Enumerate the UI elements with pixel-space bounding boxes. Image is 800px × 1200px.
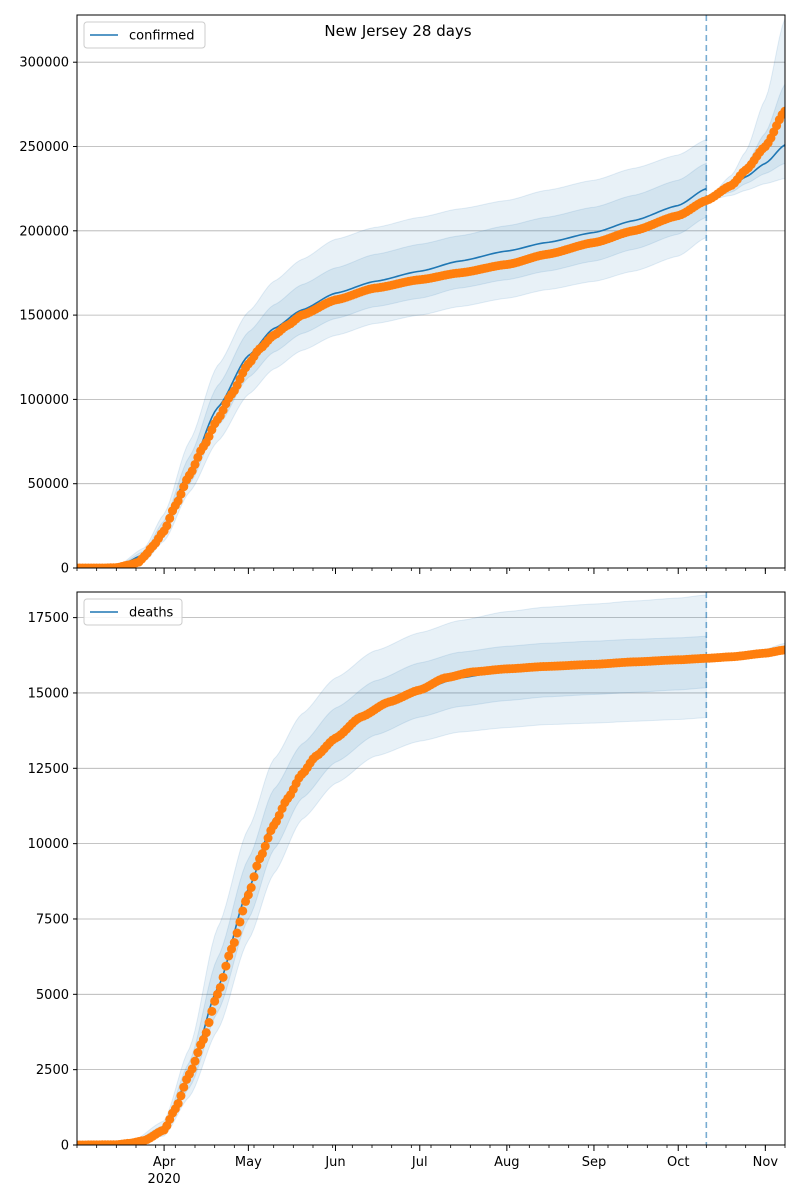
observed-point: [179, 1082, 189, 1092]
y-tick-label: 5000: [36, 988, 69, 1003]
observed-point: [252, 861, 262, 871]
observed-point: [179, 482, 189, 492]
observed-point: [162, 521, 172, 531]
observed-point: [198, 1035, 208, 1045]
observed-point: [204, 1018, 214, 1028]
observed-point: [218, 972, 228, 982]
x-tick-label: Jun: [324, 1155, 345, 1170]
observed-point: [173, 496, 183, 506]
observed-point: [263, 833, 273, 843]
legend: confirmed: [83, 21, 206, 49]
y-tick-label: 17500: [28, 611, 69, 626]
plot-area: [77, 592, 785, 1145]
observed-point: [274, 810, 284, 820]
confirmed-panel: 0 50000 100000 150000 200000 250000 300000 conf…: [19, 14, 786, 577]
x-tick-label: Sep: [582, 1155, 607, 1170]
observed-point: [215, 982, 225, 992]
x-tick-label: Nov: [753, 1155, 779, 1170]
observed-point: [232, 928, 242, 938]
legend-box: [83, 21, 206, 49]
y-tick-label: 12500: [28, 762, 69, 777]
observed-point: [212, 989, 222, 999]
y-tick-label: 10000: [28, 837, 69, 852]
observed-point: [229, 938, 239, 948]
y-tick-label: 150000: [19, 309, 69, 324]
y-tick-label: 200000: [19, 224, 69, 239]
deaths-panel: 0 2500 5000 7500 10000 12500 15000 17500 deaths: [28, 591, 786, 1154]
y-tick-label: 100000: [19, 393, 69, 408]
y-tick-label: 2500: [36, 1063, 69, 1078]
observed-point: [210, 996, 220, 1006]
y-tick-label: 15000: [28, 686, 69, 701]
x-tick-label: Jul: [411, 1155, 428, 1170]
observed-point: [190, 1056, 200, 1066]
y-tick-label: 0: [61, 1139, 69, 1154]
x-tick-year-label: 2020: [148, 1172, 181, 1187]
y-tick-label: 7500: [36, 912, 69, 927]
legend-label: deaths: [129, 606, 174, 621]
observed-point: [176, 489, 186, 499]
observed-point: [224, 951, 234, 961]
observed-point: [235, 917, 245, 927]
observed-point: [243, 890, 253, 900]
legend-box: [83, 598, 183, 626]
figure-title: New Jersey 28 days: [324, 22, 471, 40]
x-tick-label: Apr: [153, 1155, 176, 1170]
observed-point: [249, 872, 259, 882]
observed-point: [173, 1099, 183, 1109]
observed-point: [246, 883, 256, 893]
observed-point: [238, 906, 248, 916]
observed-point: [207, 1006, 217, 1016]
x-tick-label: Aug: [494, 1155, 519, 1170]
y-tick-label: 300000: [19, 56, 69, 71]
y-tick-label: 250000: [19, 140, 69, 155]
observed-point: [201, 1028, 211, 1038]
observed-point: [221, 961, 231, 971]
plot-area: [77, 15, 785, 568]
observed-point: [257, 849, 267, 859]
legend: deaths: [83, 598, 183, 626]
observed-point: [780, 645, 785, 655]
observed-point: [165, 513, 175, 523]
observed-point: [193, 1048, 203, 1058]
x-axis-labels: Apr 2020 May Jun Jul Aug Sep Oct Nov: [148, 1155, 779, 1187]
observed-point: [260, 841, 270, 851]
observed-point: [190, 459, 200, 469]
observed-point: [780, 106, 785, 116]
y-tick-label: 0: [61, 562, 69, 577]
x-tick-label: Oct: [667, 1155, 689, 1170]
observed-point: [187, 1064, 197, 1074]
y-tick-label: 50000: [28, 477, 69, 492]
uncertainty-band: [706, 18, 785, 201]
observed-point: [176, 1091, 186, 1101]
legend-label: confirmed: [129, 29, 195, 44]
x-tick-label: May: [235, 1155, 262, 1170]
